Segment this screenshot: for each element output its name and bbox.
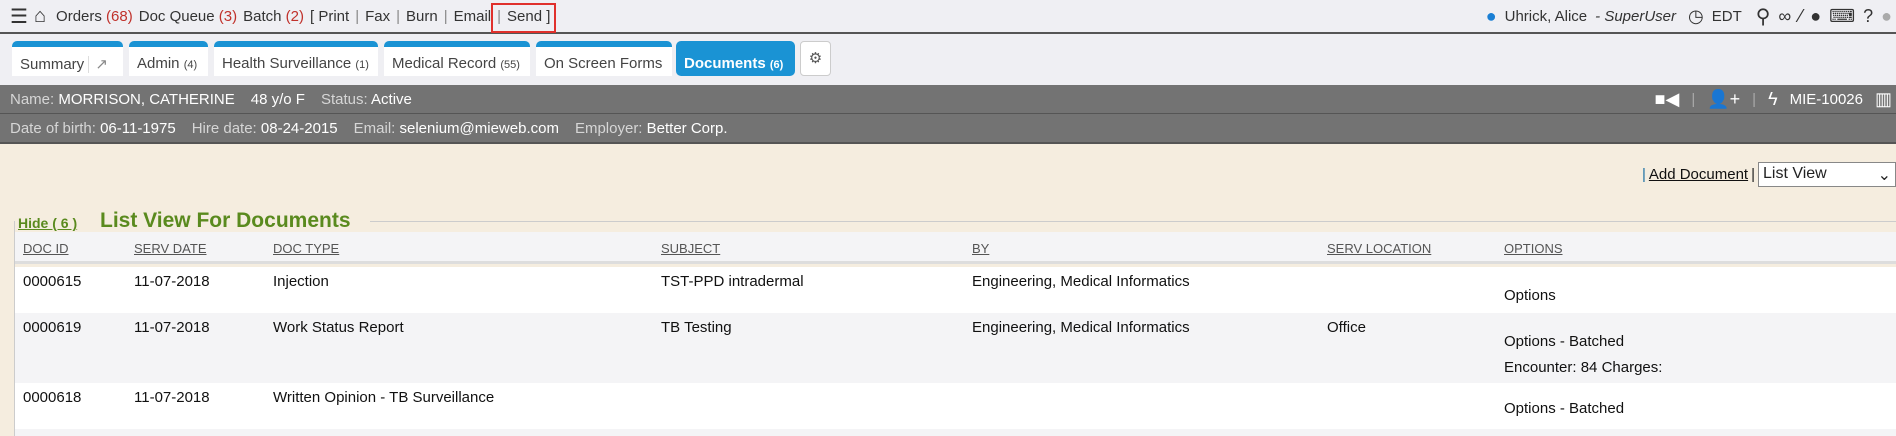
add-person-icon[interactable]: 👤+ [1707,88,1741,109]
options-link[interactable]: Options - Batched [1504,333,1625,350]
tab-on-screen-forms[interactable]: On Screen Forms [536,41,672,76]
email-value: selenium@mieweb.com [399,119,559,137]
options-link[interactable]: Options - Batched [1504,400,1625,417]
col-subject[interactable]: SUBJECT [661,241,721,256]
lightning-icon[interactable]: ϟ [1768,88,1778,109]
col-doc-id[interactable]: DOC ID [23,241,69,256]
globe-icon[interactable]: ● [1810,5,1822,26]
col-by[interactable]: BY [972,241,990,256]
batch-send-link[interactable]: Send ] [507,7,551,25]
col-serv-date[interactable]: SERV DATE [134,241,207,256]
col-serv-location[interactable]: SERV LOCATION [1327,241,1432,256]
video-camera-icon[interactable]: ■◀ [1654,88,1680,109]
options-link[interactable]: Options [1504,287,1556,304]
batch-print-link[interactable]: [ Print [310,7,350,25]
tab-documents[interactable]: Documents (6) [676,41,795,76]
status-circle-icon[interactable]: ● [1881,5,1892,26]
top-navbar: ☰ ⌂ Orders (68) Doc Queue (3) Batch (2) … [0,0,1896,34]
documents-fieldset [14,221,1896,436]
user-icon: ● [1485,5,1497,26]
table-row[interactable]: 0000619 11-07-2018 Work Status Report TB… [15,313,1896,383]
batch-fax-link[interactable]: Fax [365,7,391,25]
tab-admin[interactable]: Admin (4) [129,41,208,76]
patient-name: MORRISON, CATHERINE [58,90,235,108]
patient-age: 48 y/o F [250,90,305,108]
tab-summary[interactable]: Summary ↗ [12,41,123,76]
external-link-icon[interactable]: ↗ [88,56,108,73]
patient-status: Active [371,90,412,108]
col-options[interactable]: OPTIONS [1504,241,1563,256]
home-icon[interactable]: ⌂ [33,4,47,27]
dob-value: 06-11-1975 [100,119,176,137]
batch-link[interactable]: Batch (2) [243,7,305,25]
doc-queue-link[interactable]: Doc Queue (3) [138,7,238,25]
hide-toggle-link[interactable]: Hide ( 6 ) [18,215,78,231]
link-icon[interactable]: ∞ [1778,5,1792,26]
search-icon[interactable]: ⚲ [1755,5,1771,28]
orders-link[interactable]: Orders (68) [56,7,133,25]
clock-icon: ◷ [1688,5,1704,26]
hamburger-menu-icon[interactable]: ☰ [10,5,28,28]
col-doc-type[interactable]: DOC TYPE [273,241,340,256]
table-header: DOC ID SERV DATE DOC TYPE SUBJECT BY SER… [15,232,1896,264]
tab-bar: Summary ↗ Admin (4) Health Surveillance … [0,34,1896,85]
user-name[interactable]: Uhrick, Alice [1504,7,1588,25]
help-icon[interactable]: ? [1863,5,1874,26]
view-select[interactable]: List View ⌄ [1758,162,1896,187]
bar-chart-icon[interactable]: ▥ [1874,88,1892,109]
keyboard-icon[interactable]: ⌨ [1829,5,1856,26]
employer-value: Better Corp. [646,119,728,137]
tab-medical-record[interactable]: Medical Record (55) [384,41,530,76]
hire-date-value: 08-24-2015 [260,119,338,137]
encounter-info: Encounter: 84 Charges: [1504,359,1663,376]
chevron-down-icon: ⌄ [1877,167,1891,184]
add-document-link[interactable]: Add Document [1648,166,1749,183]
patient-id: MIE-10026 [1789,90,1863,108]
timezone: EDT [1711,7,1742,25]
list-title: List View For Documents [100,209,357,233]
settings-gears-icon[interactable]: ⚙ [800,41,831,76]
patient-details-bar: Date of birth: 06-11-1975 Hire date: 08-… [0,114,1896,144]
batch-burn-link[interactable]: Burn [406,7,438,25]
batch-email-link[interactable]: Email [453,7,492,25]
table-row[interactable]: 0000618 11-07-2018 Written Opinion - TB … [15,383,1896,429]
user-role: - SuperUser [1595,7,1677,25]
table-row[interactable]: 0000615 11-07-2018 Injection TST-PPD int… [15,267,1896,313]
magic-wand-icon[interactable]: ⁄ [1799,5,1803,26]
tab-health-surveillance[interactable]: Health Surveillance (1) [214,41,378,76]
patient-banner: Name: MORRISON, CATHERINE 48 y/o F Statu… [0,85,1896,114]
